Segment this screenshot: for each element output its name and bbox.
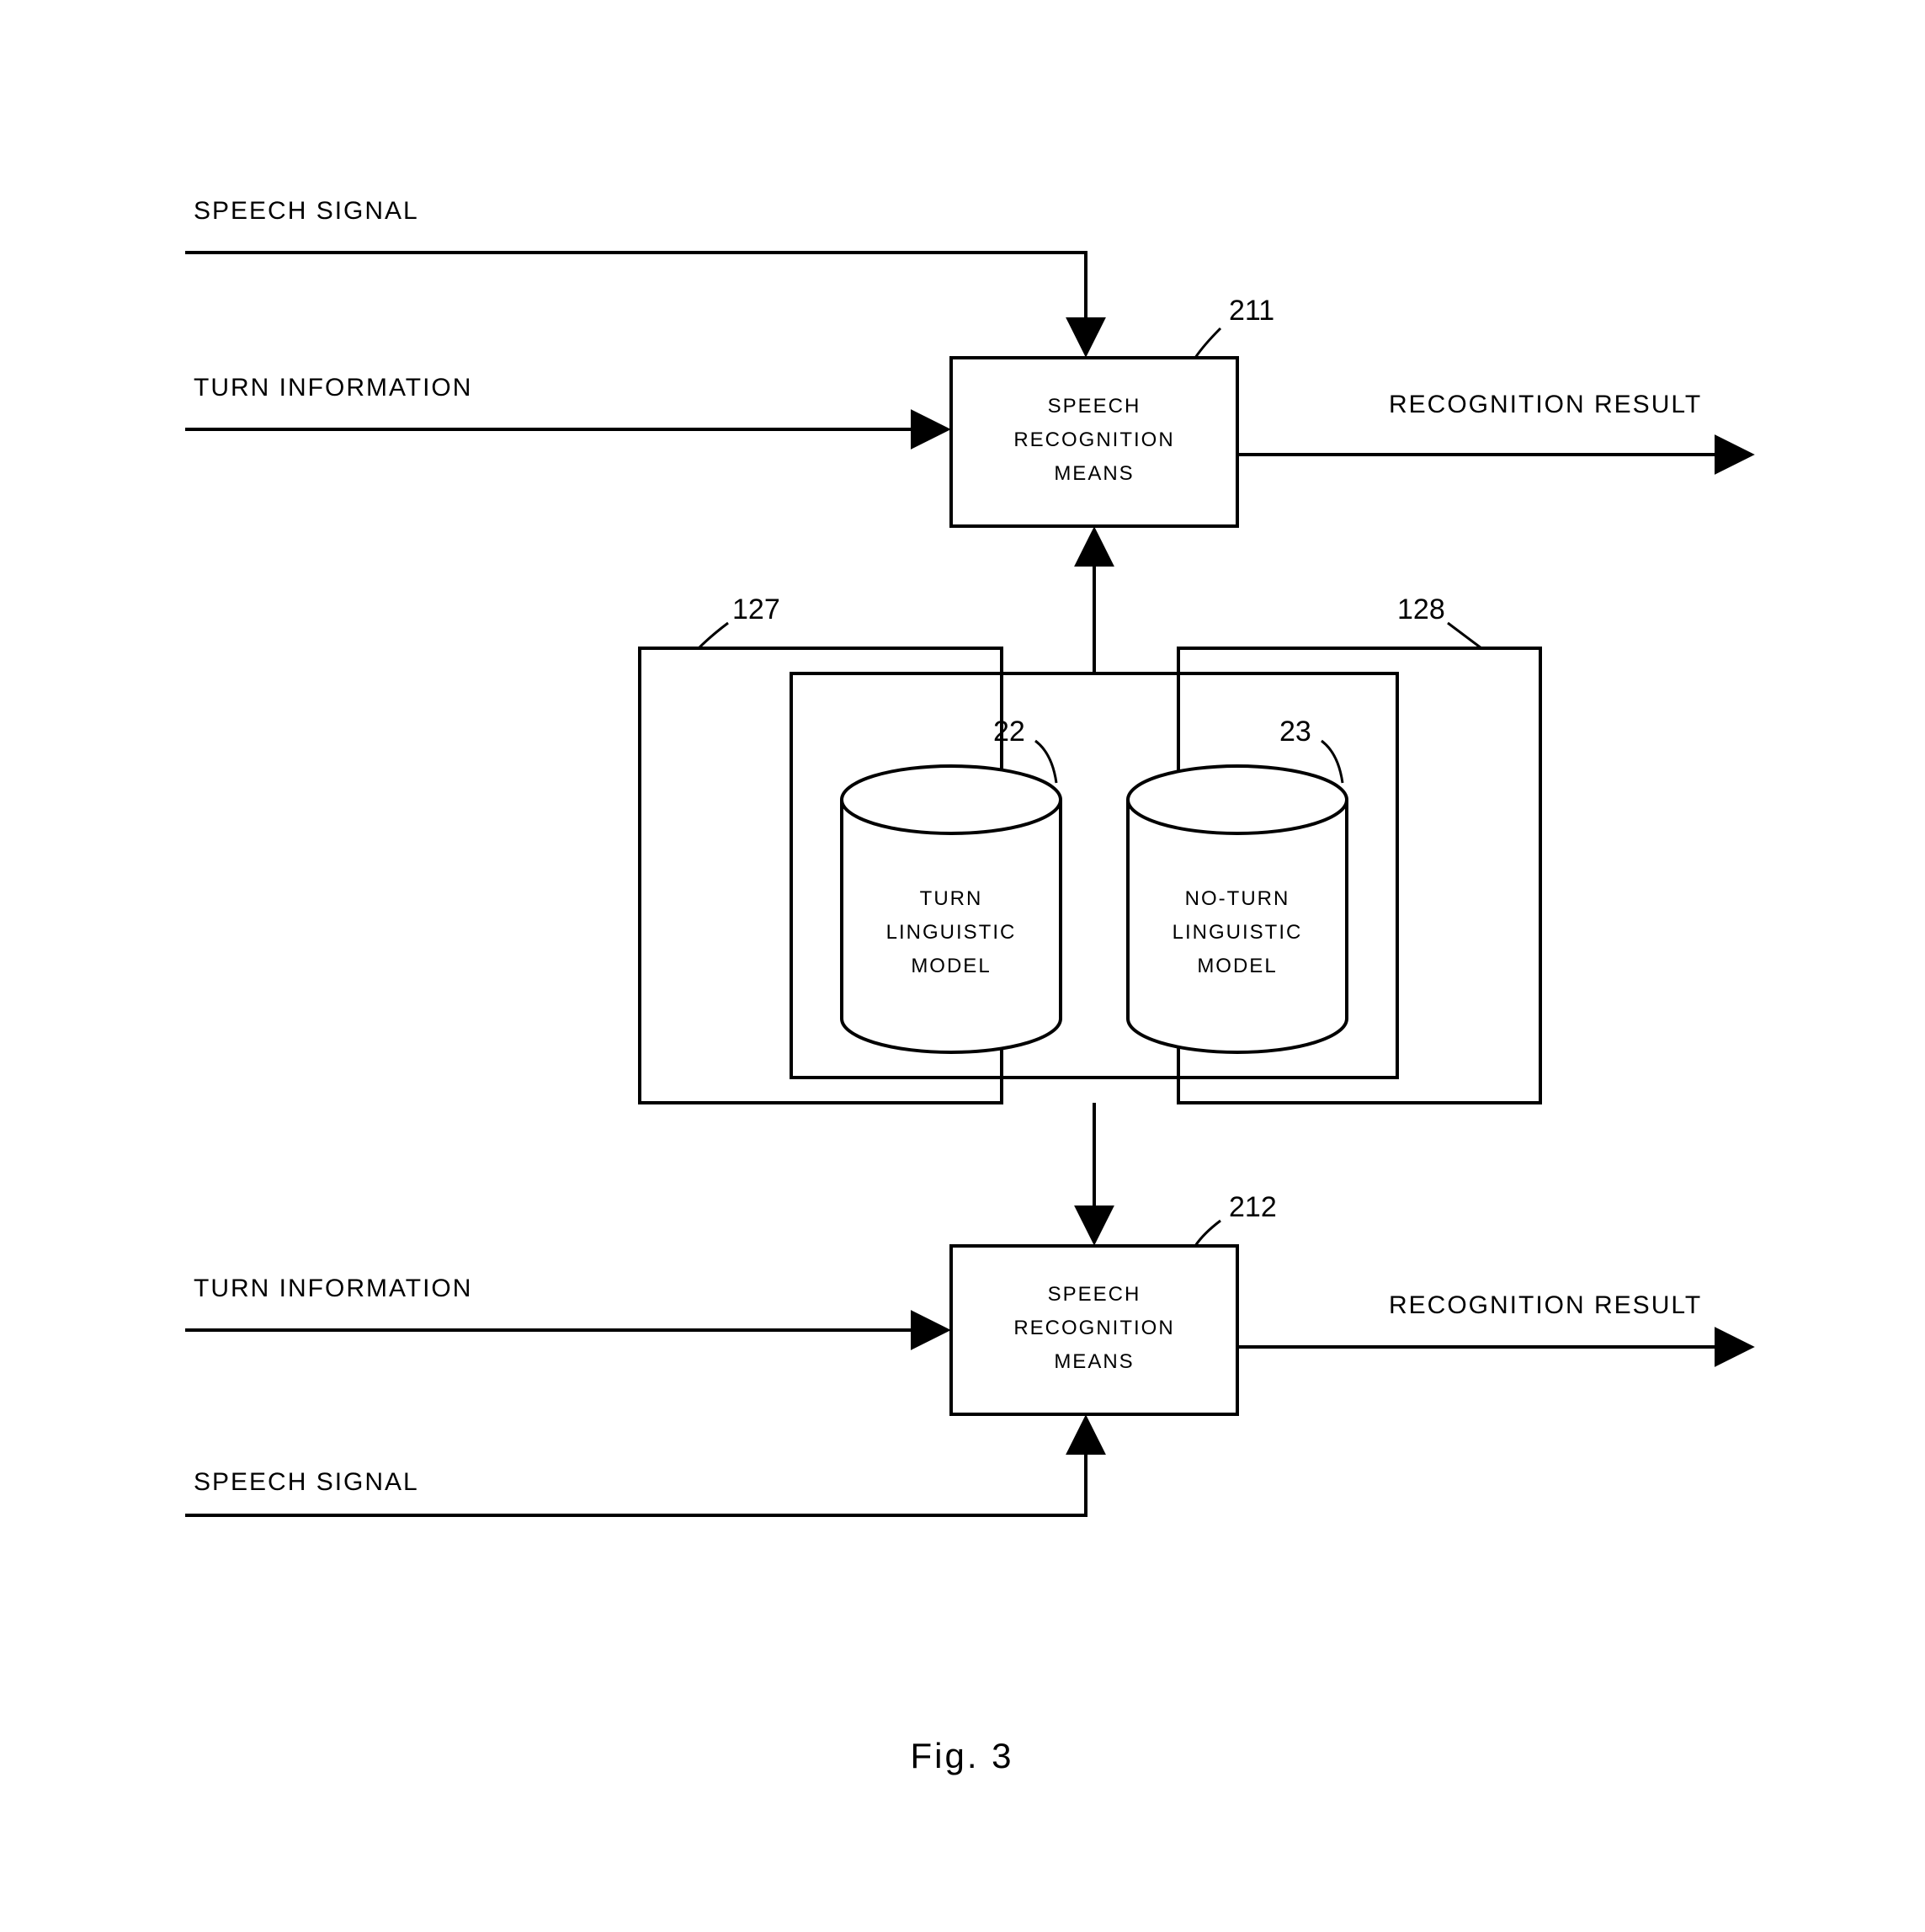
- db-noturn-line1: NO-TURN: [1185, 887, 1290, 910]
- box-srm-bot-line3: MEANS: [1054, 1350, 1134, 1373]
- ref-128: 128: [1397, 593, 1445, 625]
- label-speech-signal-bot: SPEECH SIGNAL: [194, 1468, 419, 1496]
- ref-212: 212: [1229, 1191, 1277, 1223]
- arrow-speech-signal-bot: [185, 1418, 1086, 1515]
- leader-23: [1321, 741, 1343, 783]
- ref-22: 22: [993, 716, 1025, 748]
- label-speech-signal-top: SPEECH SIGNAL: [194, 197, 419, 225]
- label-turn-info-bot: TURN INFORMATION: [194, 1275, 472, 1302]
- db-turn-line2: LINGUISTIC: [886, 921, 1017, 944]
- label-turn-info-top: TURN INFORMATION: [194, 374, 472, 402]
- leader-127: [699, 623, 728, 648]
- leader-128: [1448, 623, 1481, 648]
- label-recog-result-bot: RECOGNITION RESULT: [1389, 1291, 1702, 1319]
- box-srm-top-line1: SPEECH: [1048, 395, 1141, 418]
- db-noturn-line3: MODEL: [1197, 955, 1277, 977]
- leader-212: [1195, 1221, 1220, 1246]
- ref-211: 211: [1229, 295, 1274, 327]
- db-noturn-model: NO-TURN LINGUISTIC MODEL: [1128, 766, 1347, 1052]
- db-noturn-line2: LINGUISTIC: [1173, 921, 1303, 944]
- ref-23: 23: [1279, 716, 1311, 748]
- figure-caption: Fig. 3: [910, 1736, 1013, 1775]
- box-srm-top-line3: MEANS: [1054, 462, 1134, 485]
- ref-127: 127: [732, 593, 780, 625]
- leader-22: [1035, 741, 1056, 783]
- diagram: SPEECH SIGNAL TURN INFORMATION SPEECH RE…: [0, 0, 1925, 1932]
- db-turn-line3: MODEL: [911, 955, 991, 977]
- leader-211: [1195, 328, 1220, 358]
- db-turn-model: TURN LINGUISTIC MODEL: [842, 766, 1061, 1052]
- db-turn-line1: TURN: [920, 887, 983, 910]
- label-recog-result-top: RECOGNITION RESULT: [1389, 391, 1702, 418]
- arrow-speech-signal-top: [185, 253, 1086, 354]
- box-srm-bot-line1: SPEECH: [1048, 1283, 1141, 1306]
- box-srm-top-line2: RECOGNITION: [1013, 428, 1174, 451]
- box-srm-bot-line2: RECOGNITION: [1013, 1317, 1174, 1339]
